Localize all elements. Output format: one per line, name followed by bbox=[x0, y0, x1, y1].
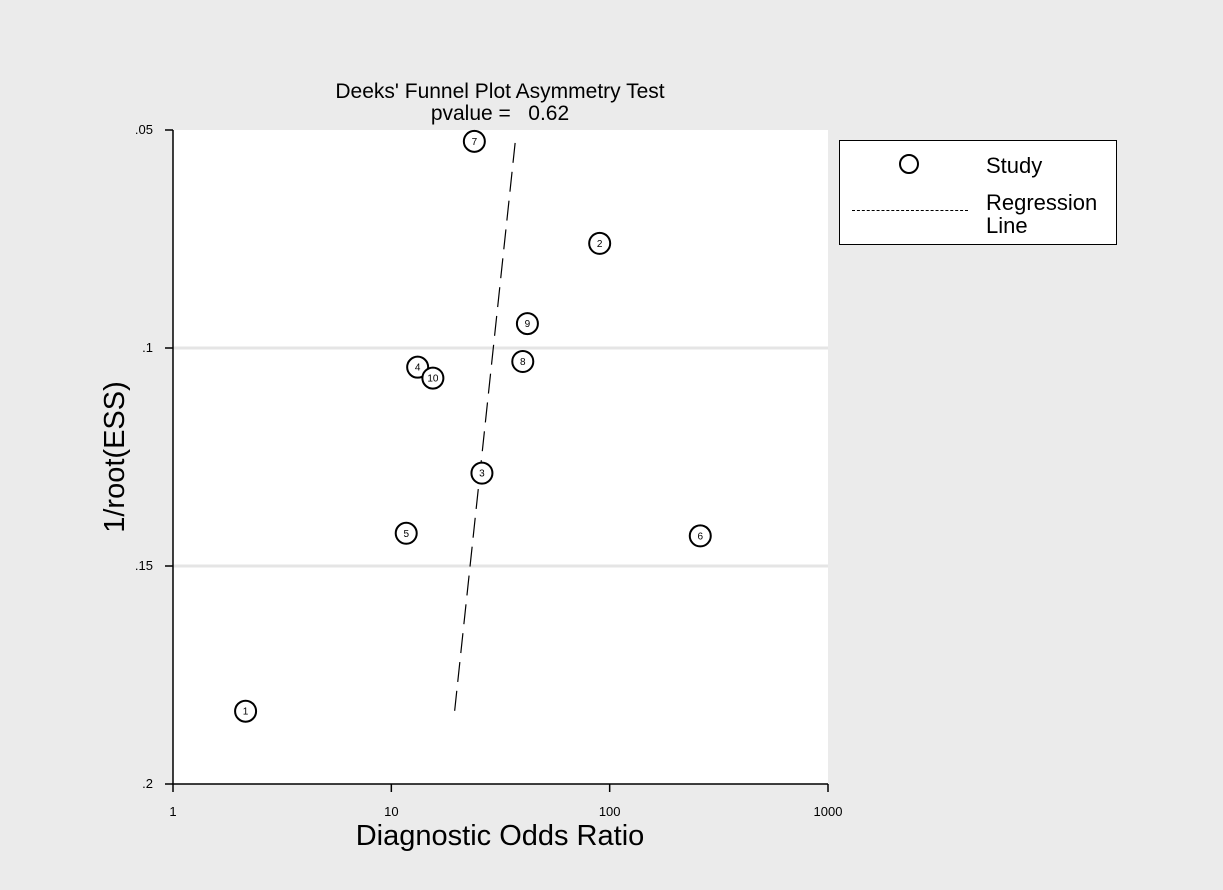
study-point-label: 3 bbox=[479, 469, 485, 480]
study-marker-icon bbox=[899, 154, 919, 174]
y-tick-label: .05 bbox=[135, 122, 153, 137]
legend-study-label: Study bbox=[986, 153, 1043, 178]
legend: Study Regression Line bbox=[839, 140, 1117, 245]
x-axis-label: Diagnostic Odds Ratio bbox=[356, 820, 645, 852]
axes: .05 .1 .15 .2 1 10 100 1000 bbox=[135, 122, 843, 819]
grid-lines bbox=[173, 346, 828, 568]
chart-title: Deeks' Funnel Plot Asymmetry Test bbox=[335, 80, 664, 103]
legend-regression-label: Regression Line bbox=[986, 190, 1098, 238]
study-point bbox=[394, 521, 418, 545]
study-point-label: 8 bbox=[520, 357, 526, 368]
regression-line-group bbox=[454, 140, 516, 711]
study-point-label: 5 bbox=[403, 529, 409, 540]
study-point bbox=[421, 366, 445, 390]
study-point-label: 10 bbox=[427, 374, 439, 385]
x-tick-label: 1000 bbox=[814, 804, 843, 819]
study-point-label: 2 bbox=[597, 239, 603, 250]
study-point bbox=[588, 231, 612, 255]
x-tick-label: 10 bbox=[384, 804, 398, 819]
y-tick-label: .1 bbox=[142, 340, 153, 355]
study-point-label: 4 bbox=[415, 363, 421, 374]
dashed-line-icon bbox=[852, 210, 968, 211]
study-point-label: 7 bbox=[472, 137, 478, 148]
y-tick-label: .2 bbox=[142, 776, 153, 791]
study-points: 1 2 3 4 5 6 7 8 9 10 bbox=[234, 129, 712, 723]
y-axis-label: 1/root(ESS) bbox=[99, 381, 131, 533]
study-point-label: 6 bbox=[697, 531, 703, 542]
study-point bbox=[511, 350, 535, 374]
chart-subtitle: pvalue = 0.62 bbox=[431, 102, 569, 125]
y-tick-label: .15 bbox=[135, 558, 153, 573]
study-point-label: 9 bbox=[525, 319, 531, 330]
study-point bbox=[688, 524, 712, 548]
x-tick-label: 1 bbox=[169, 804, 176, 819]
x-tick-label: 100 bbox=[599, 804, 621, 819]
plot-area bbox=[173, 130, 828, 784]
study-point bbox=[515, 312, 539, 336]
study-point bbox=[234, 699, 258, 723]
study-point bbox=[462, 129, 486, 153]
regression-line bbox=[454, 140, 516, 711]
study-point bbox=[470, 461, 494, 485]
study-point-label: 1 bbox=[243, 707, 249, 718]
